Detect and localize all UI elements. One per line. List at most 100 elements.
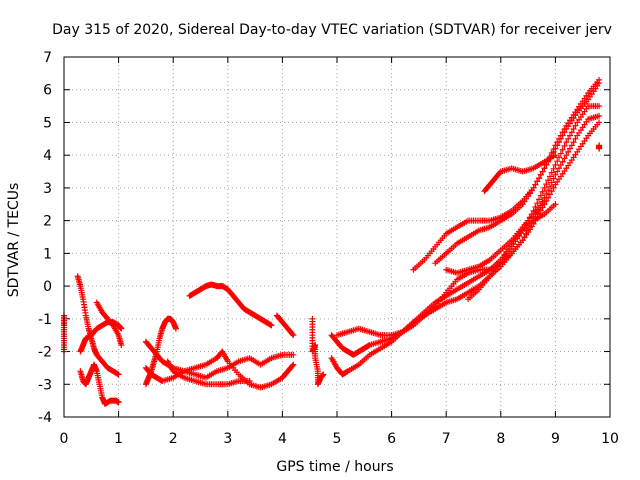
- data-point: [537, 192, 544, 199]
- y-axis-label: SDTVAR / TECUs: [6, 183, 22, 298]
- data-point: [554, 158, 561, 165]
- y-tick-label: 4: [43, 148, 52, 164]
- x-tick-label: 8: [496, 431, 505, 447]
- data-point: [563, 152, 570, 159]
- data-point: [557, 150, 564, 157]
- series-track-q: [432, 80, 603, 267]
- data-point: [543, 190, 550, 197]
- data-point: [566, 145, 573, 152]
- data-point: [561, 129, 568, 136]
- data-point: [566, 132, 573, 139]
- series-track-i: [164, 358, 253, 388]
- data-point: [550, 184, 557, 191]
- data-point: [543, 181, 550, 188]
- data-point: [596, 142, 603, 149]
- data-point: [546, 173, 553, 180]
- data-point: [561, 155, 568, 162]
- data-point: [118, 325, 125, 332]
- series-track-j: [186, 281, 275, 329]
- data-point: [320, 371, 327, 378]
- x-tick-label: 7: [442, 431, 451, 447]
- data-point: [559, 146, 566, 153]
- data-point: [554, 142, 561, 149]
- grid: [64, 57, 610, 417]
- data-point: [530, 184, 537, 191]
- data-point: [559, 158, 566, 165]
- data-point: [552, 152, 559, 159]
- data-point: [548, 179, 555, 186]
- data-point: [548, 169, 555, 176]
- y-tick-label: 5: [43, 115, 52, 131]
- y-tick-label: -2: [38, 345, 52, 361]
- data-point: [596, 112, 603, 119]
- data-point: [536, 196, 543, 203]
- data-point: [115, 371, 122, 378]
- x-tick-label: 1: [114, 431, 123, 447]
- data-point: [552, 145, 559, 152]
- data-point: [565, 148, 572, 155]
- y-tick-label: 6: [43, 83, 52, 99]
- data-point: [563, 139, 570, 146]
- data-point: [521, 234, 528, 240]
- data-point: [172, 325, 179, 332]
- y-tick-label: -4: [38, 410, 52, 426]
- data-point: [552, 201, 559, 208]
- data-point: [536, 175, 543, 182]
- data-point: [550, 175, 557, 182]
- data-point: [246, 378, 253, 384]
- x-tick-label: 5: [333, 431, 342, 447]
- data-point: [268, 322, 275, 329]
- y-tick-label: 3: [43, 181, 52, 197]
- data-point: [559, 132, 566, 139]
- data-point: [290, 332, 297, 339]
- x-tick-label: 3: [223, 431, 232, 447]
- data-point: [552, 171, 559, 178]
- data-point: [557, 162, 564, 168]
- y-tick-labels: -4 -3 -2 -1 0 1 2 3 4 5 6 7: [38, 50, 52, 426]
- data-point: [118, 342, 125, 348]
- data-point: [541, 198, 548, 204]
- series-track-s: [465, 201, 559, 303]
- data-point: [290, 361, 297, 368]
- data-point: [534, 200, 541, 207]
- data-point: [534, 178, 541, 185]
- data-point: [561, 142, 568, 149]
- series-track-g: [142, 338, 297, 381]
- data-point: [556, 165, 563, 172]
- data-point: [523, 230, 530, 237]
- y-tick-label: -3: [38, 377, 52, 393]
- chart-title: Day 315 of 2020, Sidereal Day-to-day VTE…: [52, 22, 612, 38]
- data-point: [552, 162, 559, 168]
- data-point: [545, 177, 552, 184]
- data-point: [532, 181, 539, 188]
- data-point: [541, 184, 548, 191]
- series-track-d: [93, 299, 125, 348]
- data-point: [554, 168, 561, 175]
- data-point: [556, 154, 563, 161]
- data-point: [545, 187, 552, 194]
- data-point: [568, 129, 575, 136]
- y-tick-label: 1: [43, 246, 52, 262]
- y-tick-label: 2: [43, 214, 52, 230]
- data-marks: [61, 76, 603, 407]
- data-point: [596, 80, 603, 87]
- data-point: [541, 165, 548, 172]
- series-track-n: [328, 119, 603, 378]
- data-point: [572, 122, 579, 129]
- data-point: [572, 135, 579, 142]
- series-track-r: [443, 198, 548, 276]
- data-point: [289, 362, 296, 369]
- data-point: [115, 399, 122, 406]
- data-point: [537, 171, 544, 178]
- x-tick-label: 10: [601, 431, 619, 447]
- x-tick-label: 6: [387, 431, 396, 447]
- data-point: [539, 188, 546, 195]
- series-track-l: [309, 315, 327, 388]
- data-point: [550, 165, 557, 172]
- data-point: [289, 331, 296, 338]
- y-tick-label: 0: [43, 279, 52, 295]
- series-track-b: [77, 361, 122, 407]
- x-tick-label: 4: [278, 431, 287, 447]
- data-point: [546, 183, 553, 190]
